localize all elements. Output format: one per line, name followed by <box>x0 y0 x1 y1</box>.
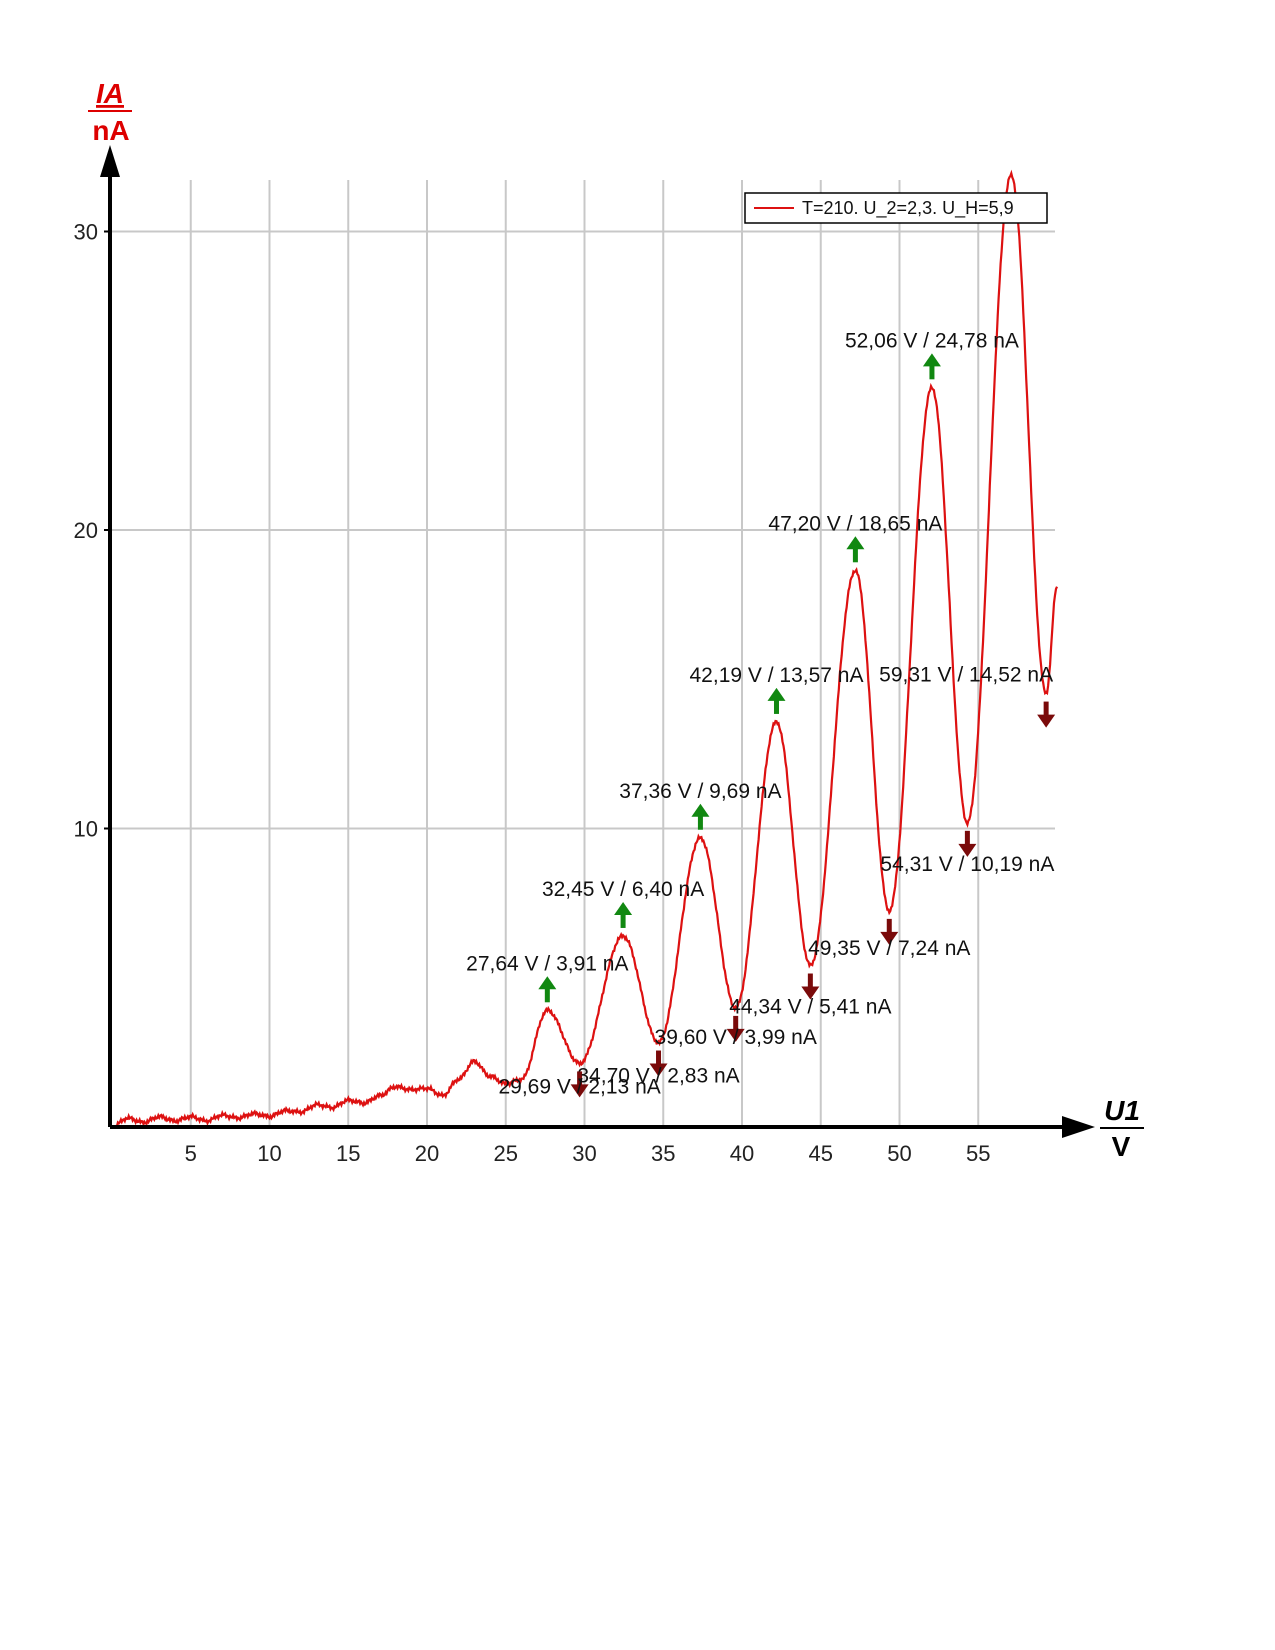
max-marker-stem <box>544 988 550 1003</box>
x-tick-label-25: 25 <box>494 1141 518 1166</box>
max-marker-stem <box>773 699 779 714</box>
max-arrow-icon <box>691 803 710 817</box>
annotation-label: 29,69 V / 2,13 nA <box>498 1075 660 1098</box>
annotation-label: 52,06 V / 24,78 nA <box>845 329 1019 352</box>
x-tick-label-5: 5 <box>185 1141 197 1166</box>
annotation-label: 47,20 V / 18,65 nA <box>768 512 942 535</box>
max-arrow-icon <box>538 976 557 990</box>
x-axis-label: U1 <box>1104 1095 1140 1126</box>
x-tick-label-55: 55 <box>966 1141 990 1166</box>
min-arrow-icon <box>570 1084 589 1098</box>
max-arrow-icon <box>614 901 633 915</box>
annotation-label: 37,36 V / 9,69 nA <box>619 780 781 803</box>
min-arrow-icon <box>880 931 899 945</box>
x-tick-label-15: 15 <box>336 1141 360 1166</box>
min-marker-stem <box>733 1015 739 1030</box>
y-tick-label-30: 30 <box>74 220 98 245</box>
min-arrow-icon <box>801 986 820 1000</box>
annotation-label: 32,45 V / 6,40 nA <box>542 878 704 901</box>
max-marker-stem <box>852 548 858 563</box>
min-marker-stem <box>1043 701 1049 716</box>
legend: T=210. U_2=2,3. U_H=5,9 <box>744 192 1048 224</box>
annotation-label: 39,60 V / 3,99 nA <box>655 1026 817 1049</box>
max-arrow-icon <box>922 353 941 367</box>
max-marker-stem <box>620 913 626 928</box>
min-marker-stem <box>886 918 892 933</box>
x-tick-label-35: 35 <box>651 1141 675 1166</box>
y-axis-label: IA <box>96 78 124 109</box>
legend-box <box>744 192 1048 224</box>
min-arrow-icon <box>1037 714 1056 728</box>
series-layer <box>111 169 1059 1129</box>
y-axis-unit: nA <box>92 115 129 146</box>
min-marker-stem <box>964 830 970 845</box>
min-marker-stem <box>656 1050 662 1065</box>
min-arrow-icon <box>958 843 977 857</box>
x-tick-label-10: 10 <box>257 1141 281 1166</box>
x-axis-arrow-icon <box>1062 1116 1095 1138</box>
min-marker-stem <box>807 973 813 988</box>
min-arrow-icon <box>726 1028 745 1042</box>
annotation-label: 42,19 V / 13,57 nA <box>690 664 864 687</box>
annotation-label: 34,70 V / 2,83 nA <box>577 1065 739 1088</box>
annotation-label: 49,35 V / 7,24 nA <box>808 937 970 960</box>
x-tick-label-20: 20 <box>415 1141 439 1166</box>
y-tick-label-10: 10 <box>74 817 98 842</box>
x-axis-unit: V <box>1112 1131 1131 1162</box>
x-tick-label-30: 30 <box>572 1141 596 1166</box>
max-arrow-icon <box>846 536 865 550</box>
tick-labels: 5 10 15 20 25 30 35 40 45 50 55 10 20 30 <box>74 220 991 1167</box>
grid <box>112 180 1055 1127</box>
x-tick-label-50: 50 <box>887 1141 911 1166</box>
y-tick-label-20: 20 <box>74 518 98 543</box>
series-line <box>111 169 1059 1129</box>
x-tick-label-45: 45 <box>809 1141 833 1166</box>
annotation-label: 27,64 V / 3,91 nA <box>466 952 628 975</box>
axes <box>100 145 1095 1138</box>
min-marker-stem <box>577 1071 583 1086</box>
y-axis-arrow-icon <box>100 145 120 177</box>
max-marker-stem <box>697 815 703 830</box>
annotation-label: 54,31 V / 10,19 nA <box>880 853 1054 876</box>
annotation-label: 44,34 V / 5,41 nA <box>729 996 891 1019</box>
annotations: 27,64 V / 3,91 nA 29,69 V / 2,13 nA 32,45 … <box>466 329 1056 1098</box>
min-arrow-icon <box>649 1063 668 1077</box>
max-marker-stem <box>929 365 935 380</box>
x-tick-label-40: 40 <box>730 1141 754 1166</box>
annotation-label: 59,31 V / 14,52 nA <box>879 664 1053 687</box>
max-arrow-icon <box>767 687 786 701</box>
legend-entry: T=210. U_2=2,3. U_H=5,9 <box>802 198 1014 219</box>
